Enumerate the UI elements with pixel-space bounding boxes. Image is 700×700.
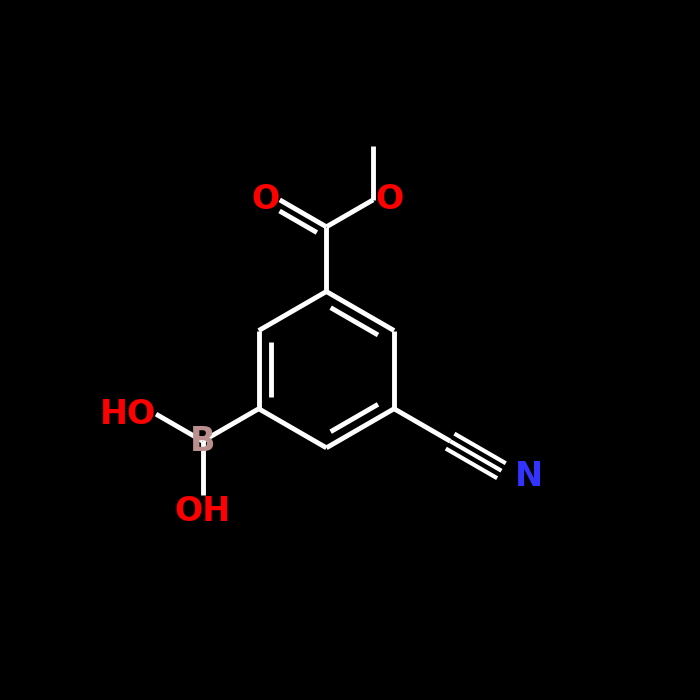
Text: N: N [515, 460, 543, 493]
Text: O: O [251, 183, 280, 216]
Text: OH: OH [174, 495, 231, 528]
Text: O: O [376, 183, 404, 216]
Text: B: B [190, 425, 216, 458]
Text: HO: HO [100, 398, 156, 430]
